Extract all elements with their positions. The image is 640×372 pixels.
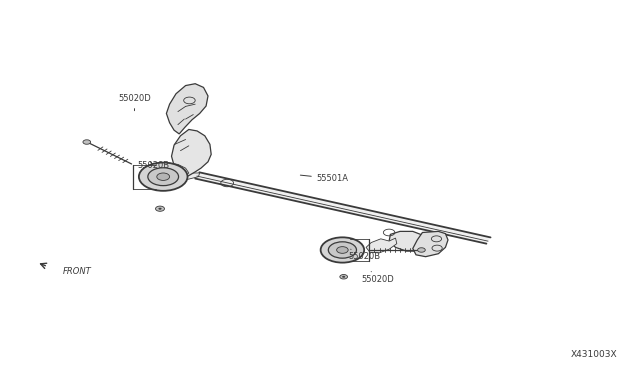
Polygon shape <box>389 231 429 251</box>
Circle shape <box>148 168 179 186</box>
Text: 55501A: 55501A <box>300 174 349 183</box>
Circle shape <box>340 275 348 279</box>
Text: 55020B: 55020B <box>138 161 170 170</box>
Circle shape <box>83 140 91 144</box>
Text: 55020B: 55020B <box>349 249 381 261</box>
Polygon shape <box>172 129 211 179</box>
Circle shape <box>139 163 188 191</box>
Polygon shape <box>159 163 189 178</box>
Polygon shape <box>366 238 397 253</box>
Polygon shape <box>195 172 490 244</box>
Text: 55020D: 55020D <box>118 94 151 111</box>
Circle shape <box>342 276 345 278</box>
Circle shape <box>321 237 364 263</box>
Circle shape <box>156 206 164 211</box>
Circle shape <box>328 242 356 258</box>
Circle shape <box>157 173 170 180</box>
Polygon shape <box>413 231 448 257</box>
Text: X431003X: X431003X <box>571 350 618 359</box>
Text: FRONT: FRONT <box>63 267 92 276</box>
Circle shape <box>337 247 348 253</box>
Circle shape <box>159 208 161 209</box>
Polygon shape <box>166 84 208 134</box>
Text: 55020D: 55020D <box>362 272 394 283</box>
Circle shape <box>417 248 425 252</box>
Polygon shape <box>166 173 200 182</box>
